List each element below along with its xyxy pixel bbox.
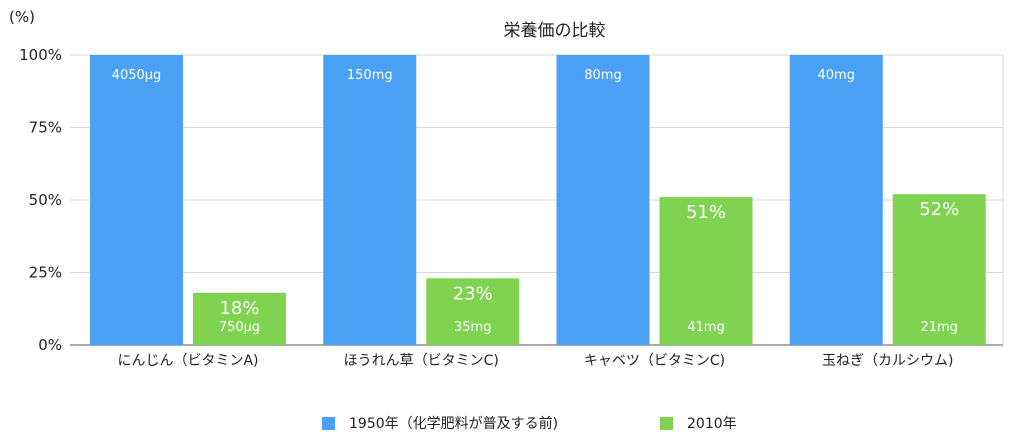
x-category-label: にんじん（ビタミンA) [117, 353, 258, 369]
bar-1950 [323, 55, 417, 345]
x-category-label: 玉ねぎ（カルシウム) [822, 353, 953, 369]
legend-swatch [322, 416, 335, 430]
bar-value-label: 80mg [584, 68, 621, 83]
bar-percent-label: 23% [453, 283, 493, 304]
legend-label: 1950年（化学肥料が普及する前) [349, 416, 559, 432]
legend-item: 1950年（化学肥料が普及する前) [322, 413, 558, 433]
bar-value-label: 4050μg [112, 68, 162, 83]
legend: 1950年（化学肥料が普及する前) 2010年 [0, 413, 1024, 437]
legend-swatch [660, 416, 673, 430]
y-tick-label: 50% [29, 191, 62, 209]
y-tick-label: 0% [38, 336, 62, 354]
bar-value-label: 150mg [347, 68, 393, 83]
bar-2010 [193, 292, 286, 345]
bar-1950 [789, 55, 883, 345]
chart-title: 栄養価の比較 [504, 21, 606, 41]
legend-label: 2010年 [687, 416, 737, 432]
x-category-label: ほうれん草（ビタミンC) [344, 353, 499, 369]
bar-2010 [426, 278, 520, 345]
bar-percent-label: 18% [219, 298, 259, 319]
bar-1950 [556, 55, 650, 345]
bar-percent-label: 51% [686, 202, 726, 223]
bar-value-label: 40mg [818, 68, 855, 83]
bar-value-label: 41mg [687, 320, 724, 335]
bar-percent-label: 52% [919, 199, 959, 220]
bar-2010 [659, 197, 753, 345]
y-tick-label: 25% [29, 264, 62, 282]
bar-1950 [90, 55, 183, 345]
y-tick-label: 100% [19, 46, 62, 64]
y-tick-label: 75% [29, 119, 62, 137]
bar-value-label: 750μg [219, 320, 260, 335]
bar-2010 [892, 194, 986, 345]
bar-value-label: 35mg [454, 320, 491, 335]
x-category-label: キャベツ（ビタミンC) [584, 353, 725, 369]
y-axis-label: (%) [9, 8, 35, 26]
legend-item: 2010年 [660, 413, 737, 433]
bar-value-label: 21mg [921, 320, 958, 335]
